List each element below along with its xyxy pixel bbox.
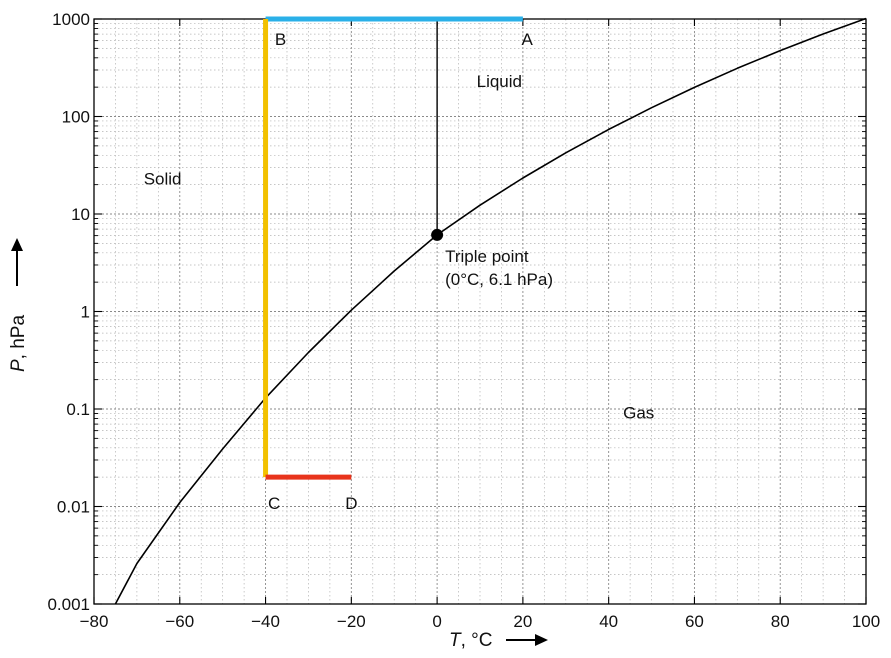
region-label-solid: Solid	[144, 170, 182, 189]
y-tick-label: 100	[62, 108, 90, 127]
x-axis-title: T, °C	[449, 630, 548, 651]
x-tick-label: −60	[165, 612, 194, 631]
y-tick-label: 0.001	[47, 595, 90, 614]
marks-group	[431, 228, 444, 241]
point-label-b: B	[275, 30, 286, 49]
y-tick-labels: 0.001 0.01 0.1 1 10 100 1000	[47, 10, 90, 614]
x-axis-title-unit: , °C	[461, 630, 493, 651]
x-tick-labels: −80 −60 −40 −20 0 20 40 60 80 100	[80, 612, 881, 631]
svg-text:P, hPa: P, hPa	[8, 315, 29, 372]
y-axis-title: P, hPa	[8, 238, 29, 372]
x-tick-label: 80	[771, 612, 790, 631]
x-tick-label: 60	[685, 612, 704, 631]
x-axis-title-var: T	[449, 630, 462, 651]
x-tick-label: −20	[337, 612, 366, 631]
y-tick-label: 0.1	[66, 400, 90, 419]
y-tick-label: 1000	[52, 10, 90, 29]
axis-ticks	[93, 18, 867, 605]
point-label-d: D	[345, 494, 357, 513]
series-group	[114, 16, 867, 605]
region-label-gas: Gas	[623, 403, 654, 422]
point-label-c: C	[268, 494, 280, 513]
y-tick-label: 1	[81, 303, 90, 322]
svg-text:T, °C: T, °C	[449, 630, 493, 651]
y-axis-title-var: P	[8, 359, 29, 372]
triple-point-marker	[431, 228, 444, 241]
x-axis-arrow-head	[535, 634, 548, 646]
x-tick-label: 40	[599, 612, 618, 631]
sublimation-vaporization-curve	[114, 17, 867, 605]
x-tick-label: 100	[852, 612, 880, 631]
triple-point-label: Triple point	[445, 247, 529, 266]
x-tick-label: −80	[80, 612, 109, 631]
x-tick-label: −40	[251, 612, 280, 631]
triple-point-label: (0°C, 6.1 hPa)	[445, 270, 553, 289]
x-tick-label: 20	[513, 612, 532, 631]
point-label-a: A	[522, 30, 534, 49]
x-tick-label: 0	[432, 612, 441, 631]
labels-group: Triple point (0°C, 6.1 hPa) Liquid Solid Gas…	[144, 30, 655, 513]
y-axis-title-unit: , hPa	[8, 315, 29, 360]
region-label-liquid: Liquid	[477, 72, 522, 91]
y-tick-label: 0.01	[57, 498, 90, 517]
y-axis-arrow-head	[11, 238, 23, 251]
y-tick-label: 10	[71, 205, 90, 224]
